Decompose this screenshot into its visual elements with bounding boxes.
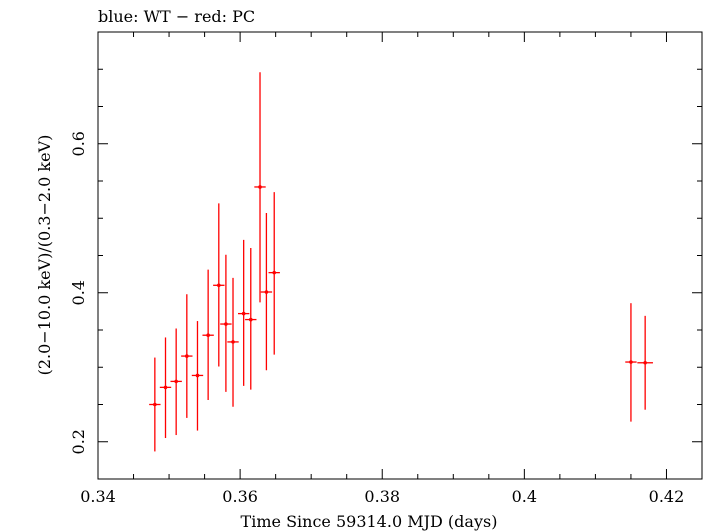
point-marker: [185, 354, 189, 358]
point-marker: [195, 373, 200, 378]
data-point: [254, 72, 266, 303]
y-tick-label: 0.6: [69, 131, 88, 156]
x-tick-label: 0.36: [222, 487, 258, 506]
x-tick-label: 0.34: [80, 487, 116, 506]
data-point: [159, 337, 172, 439]
x-tick-label: 0.4: [512, 487, 537, 506]
data-points: [149, 72, 653, 452]
data-point: [220, 254, 232, 392]
data-point: [625, 303, 637, 422]
data-point: [202, 269, 214, 401]
y-tick-label: 0.4: [69, 280, 88, 305]
point-marker: [217, 283, 221, 288]
point-marker: [163, 385, 168, 390]
data-point: [149, 357, 161, 452]
data-point: [170, 328, 182, 436]
data-point: [237, 239, 250, 386]
point-marker: [629, 360, 633, 364]
plot-border: [97, 31, 703, 480]
data-point: [637, 315, 653, 410]
y-axis-title: (2.0−10.0 keV)/(0.3−2.0 keV): [35, 135, 54, 376]
data-point: [181, 294, 193, 418]
data-point: [227, 277, 239, 407]
data-point: [268, 192, 280, 355]
point-marker: [264, 290, 269, 294]
axis-ticks: [97, 31, 703, 480]
data-point: [260, 213, 273, 371]
x-tick-label: 0.42: [649, 487, 685, 506]
point-marker: [258, 185, 262, 189]
data-point: [213, 203, 225, 367]
point-marker: [272, 270, 277, 275]
point-marker: [224, 322, 228, 326]
point-marker: [241, 311, 246, 316]
axis-tick-labels: 0.34 0.36 0.38 0.4 0.42 0.2 0.4 0.6: [69, 131, 684, 506]
plot-frame: [97, 31, 703, 480]
point-marker: [231, 340, 235, 344]
x-tick-label: 0.38: [364, 487, 400, 506]
point-marker: [248, 317, 253, 322]
x-axis-title: Time Since 59314.0 MJD (days): [241, 512, 498, 531]
data-point: [191, 321, 204, 431]
y-tick-label: 0.2: [69, 429, 88, 454]
data-point: [245, 248, 257, 390]
point-marker: [174, 379, 178, 384]
point-marker: [643, 360, 647, 365]
point-marker: [153, 402, 157, 407]
point-marker: [206, 333, 210, 338]
chart-title: blue: WT − red: PC: [98, 7, 255, 26]
